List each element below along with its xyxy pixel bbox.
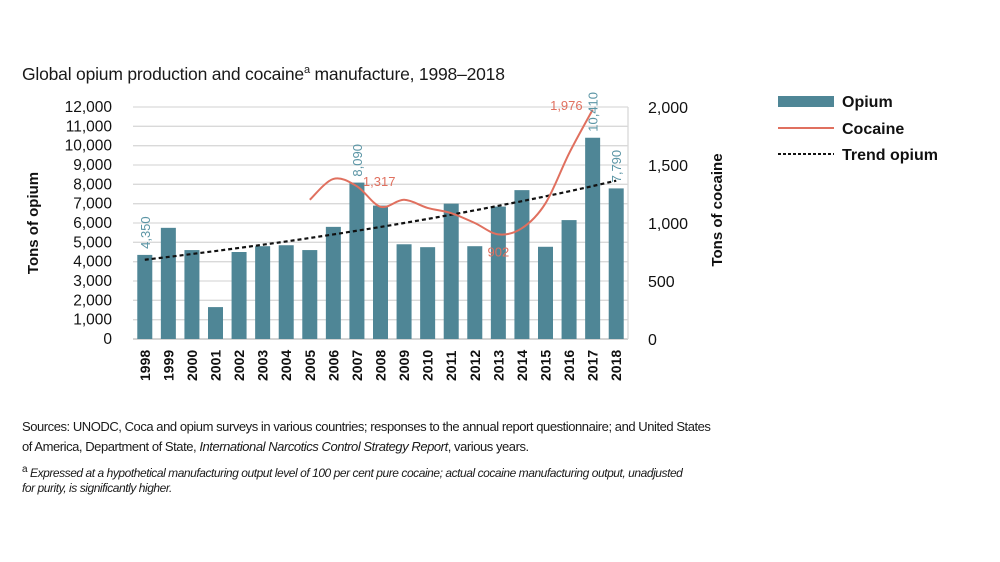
bar-opium-2001 [208,307,223,339]
left-axis-tick-label: 1,000 [73,312,112,329]
bar-opium-2006 [325,226,341,339]
left-axis-tick-label: 9,000 [73,157,112,174]
data-label-opium: 4,350 [138,216,153,249]
left-axis-tick-label: 5,000 [73,234,112,251]
data-label-cocaine: 1,976 [550,98,583,113]
data-label-cocaine: 1,317 [363,174,396,189]
bar-opium-2012 [467,246,483,339]
right-axis-tick-label: 2,000 [648,100,688,117]
legend-trend-label: Trend opium [842,147,938,164]
x-tick-label: 2010 [420,350,436,381]
footnote-line-1: a Expressed at a hypothetical manufactur… [22,460,992,483]
bar-opium-2018 [608,188,624,339]
left-axis-tick-label: 0 [103,331,112,348]
x-tick-label: 2008 [373,350,389,381]
bar-opium-1999 [160,227,176,339]
x-tick-label: 2015 [538,350,554,381]
data-label-opium: 7,790 [609,150,624,183]
bar-opium-2005 [302,250,318,339]
bar-opium-2009 [396,244,412,339]
cocaine-line [309,109,594,236]
legend-opium-swatch [778,96,834,107]
title-text-rest: manufacture, 1998–2018 [309,64,505,84]
sources-line-2: of America, Department of State, Interna… [22,437,992,456]
x-tick-label: 2006 [325,350,341,381]
right-axis-title: Tons of cocaine [709,153,726,266]
bar-opium-2011 [443,203,459,339]
data-label-cocaine: 902 [488,244,510,259]
chart: 0 1,000 2,000 3,000 4,000 5,000 6,000 7,000 8,00… [25,92,938,381]
title-footnote-mark: a [303,64,310,77]
left-axis-tick-label: 7,000 [73,196,112,213]
bar-opium-2000 [184,250,200,339]
x-tick-label: 1999 [160,350,176,381]
bar-opium-2016 [561,220,577,339]
left-axis-tick-label: 11,000 [66,118,113,135]
x-tick-label: 2012 [467,350,483,381]
bar-opium-2017 [585,137,601,339]
x-tick-label: 2002 [231,350,247,381]
x-tick-label: 2005 [302,350,318,381]
right-axis-tick-label: 1,000 [648,216,688,233]
left-axis-tick-label: 8,000 [73,176,112,193]
x-tick-label: 2014 [514,350,530,381]
left-axis-title: Tons of opium [25,172,42,274]
right-axis-tick-label: 0 [648,332,657,349]
x-tick-label: 2016 [561,350,577,381]
right-axis-tick-label: 1,500 [648,158,688,175]
x-tick-label: 2001 [208,350,224,381]
x-tick-label: 2007 [349,350,365,381]
title-text: Global opium production and cocaine [22,64,304,84]
bar-opium-2010 [420,247,436,339]
left-axis-tick-label: 12,000 [65,99,113,116]
x-tick-label: 2017 [585,350,601,381]
legend-opium-label: Opium [842,94,893,111]
data-label-opium: 10,410 [586,92,601,132]
bar-opium-2013 [490,206,506,339]
sources-line-1: Sources: UNODC, Coca and opium surveys i… [22,419,711,434]
x-tick-label: 2009 [396,350,412,381]
x-tick-label: 2003 [255,350,271,381]
bar-opium-1998 [137,254,153,339]
x-tick-label: 2013 [490,350,506,381]
footnote-text: Expressed at a hypothetical manufacturin… [27,466,683,480]
x-tick-label: 2018 [608,350,624,381]
x-tick-label: 2011 [443,350,459,381]
left-axis-tick-label: 10,000 [65,138,113,155]
left-axis-tick-label: 3,000 [73,273,112,290]
left-axis-tick-label: 4,000 [73,254,112,271]
bar-opium-2008 [373,205,388,339]
bar-opium-2015 [538,246,553,339]
data-label-opium: 8,090 [350,144,365,177]
footnote-line-2: for purity, is significantly higher. [22,481,172,495]
chart-title: Global opium production and cocainea man… [22,64,505,85]
x-tick-label: 2000 [184,350,200,381]
sources-text: of America, Department of State, [22,439,200,454]
trend-opium-line [144,179,617,261]
bar-opium-2007 [349,182,365,339]
bar-opium-2004 [278,245,294,339]
right-axis-tick-label: 500 [648,274,675,291]
bar-opium-2014 [514,190,530,339]
bar-opium-2003 [255,246,271,339]
x-tick-label: 2004 [278,350,294,381]
left-axis-tick-label: 6,000 [73,215,112,232]
sources-text-end: , various years. [447,439,529,454]
footnote-mark: a [22,464,28,475]
bar-opium-2002 [231,252,247,339]
report-title: International Narcotics Control Strategy… [199,439,448,454]
x-tick-label: 1998 [137,350,153,381]
legend-cocaine-label: Cocaine [842,121,904,138]
left-axis-tick-label: 2,000 [73,292,112,309]
